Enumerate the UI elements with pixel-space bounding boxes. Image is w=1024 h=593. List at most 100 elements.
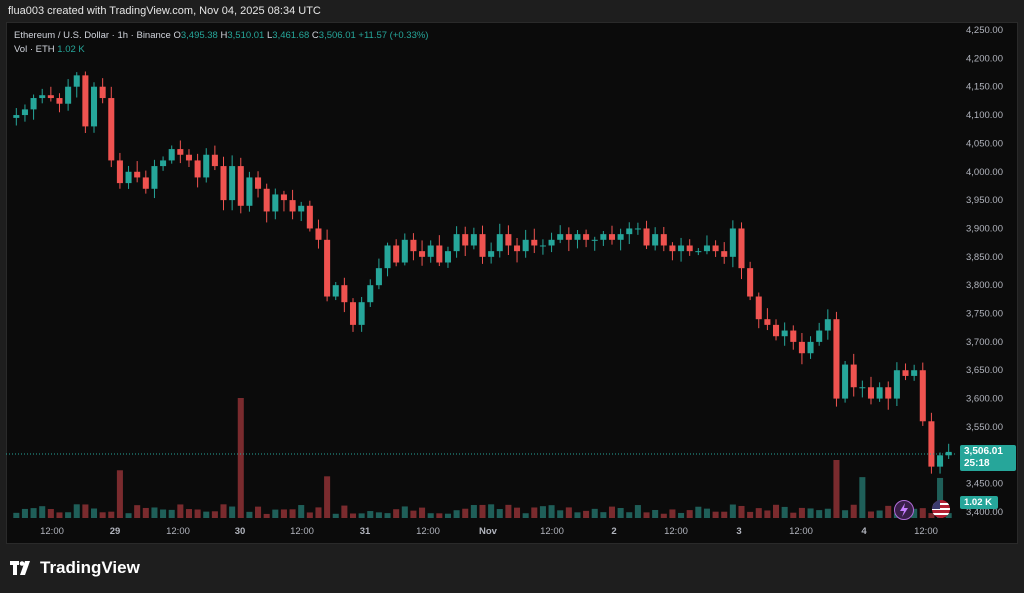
price-tick-label: 3,450.00	[966, 479, 1003, 490]
candle-body	[608, 234, 616, 240]
volume-bar	[885, 505, 892, 518]
volume-bar	[73, 504, 80, 518]
volume-bar	[807, 508, 814, 518]
candle-body	[272, 194, 279, 212]
candle-body	[116, 160, 123, 184]
bar-countdown: 25:18	[964, 458, 990, 469]
legend-ohlc: Ethereum / U.S. Dollar · 1h · Binance O3…	[14, 30, 428, 41]
volume-bar	[945, 513, 952, 518]
time-tick-label: 12:00	[40, 526, 64, 537]
candle-body	[738, 228, 745, 269]
volume-bar	[608, 506, 616, 518]
candle-body	[246, 177, 253, 206]
volume-bar	[30, 508, 37, 518]
volume-bar	[220, 504, 227, 518]
chart-panel[interactable]	[6, 22, 1018, 544]
volume-bar	[194, 509, 201, 518]
volume-bar	[496, 509, 503, 518]
price-tick-label: 3,600.00	[966, 394, 1003, 405]
volume-bar	[444, 513, 451, 518]
candle-body	[686, 245, 693, 252]
volume-bar	[280, 509, 287, 518]
volume-bar	[21, 508, 28, 518]
volume-bar	[755, 508, 762, 518]
candle-body	[220, 166, 227, 201]
volume-bar	[548, 505, 555, 518]
candle-body	[919, 370, 926, 422]
volume-bar	[237, 398, 244, 518]
lightning-icon[interactable]	[894, 500, 914, 520]
candle-body	[729, 228, 736, 257]
volume-bar	[842, 510, 849, 518]
candle-body	[21, 109, 28, 116]
time-tick-label: Nov	[479, 526, 498, 537]
volume-bar	[393, 509, 400, 518]
candle-body	[712, 245, 719, 252]
volume-bar	[781, 506, 788, 518]
time-tick-label: 12:00	[166, 526, 190, 537]
high-value: 3,510.01	[227, 30, 265, 41]
volume-bar	[824, 508, 831, 518]
volume-bar	[306, 512, 313, 518]
time-tick-label: 29	[110, 526, 121, 537]
price-tick-label: 4,200.00	[966, 53, 1003, 64]
volume-bar	[729, 504, 736, 518]
candle-body	[479, 234, 486, 257]
candle-body	[652, 234, 659, 246]
volume-bar	[539, 506, 546, 518]
candle-body	[807, 341, 814, 354]
candle-body	[790, 330, 797, 342]
volume-bar	[565, 507, 572, 518]
legend-volume: Vol · ETH 1.02 K	[14, 44, 85, 55]
candle-body	[539, 245, 546, 247]
volume-bar	[747, 511, 754, 518]
volume-bar	[436, 513, 443, 518]
candle-body	[470, 234, 477, 246]
volume-bar	[47, 509, 54, 518]
price-tick-label: 4,050.00	[966, 138, 1003, 149]
candle-body	[928, 421, 935, 467]
us-flag-icon[interactable]	[932, 500, 950, 518]
candle-body	[211, 154, 218, 167]
candle-body	[168, 149, 175, 161]
volume-bar	[211, 511, 218, 518]
candle-body	[125, 171, 132, 184]
volume-bar	[557, 510, 564, 518]
volume-bar	[151, 507, 158, 518]
candle-body	[496, 234, 503, 252]
volume-bar	[669, 509, 676, 518]
candle-body	[522, 239, 529, 252]
candle-body	[583, 234, 590, 240]
tradingview-logo[interactable]: TradingView	[10, 558, 140, 578]
low-value: 3,461.68	[272, 30, 310, 41]
volume-bar	[764, 510, 771, 518]
volume-bar	[56, 512, 63, 518]
candle-body	[332, 285, 339, 297]
candle-body	[56, 98, 63, 104]
price-tick-label: 4,150.00	[966, 82, 1003, 93]
candle-body	[203, 154, 210, 178]
volume-bar	[90, 508, 98, 518]
candle-body	[842, 364, 849, 399]
last-volume-tag: 1.02 K	[960, 496, 998, 509]
candle-body	[617, 234, 624, 240]
volume-bar	[332, 513, 339, 518]
open-label: O	[173, 30, 181, 41]
time-tick-label: 12:00	[290, 526, 314, 537]
candle-body	[557, 234, 564, 240]
candle-body	[255, 177, 262, 189]
volume-bar	[876, 510, 883, 518]
volume-bar	[634, 505, 641, 518]
volume-bar	[246, 511, 253, 518]
time-tick-label: 2	[611, 526, 616, 537]
time-tick-label: 12:00	[664, 526, 688, 537]
candle-body	[177, 149, 184, 155]
volume-bar	[928, 513, 935, 518]
volume-bar	[721, 511, 728, 518]
time-tick-label: 12:00	[914, 526, 938, 537]
volume-bar	[514, 507, 521, 518]
volume-bar	[600, 512, 607, 518]
price-tick-label: 3,700.00	[966, 337, 1003, 348]
candle-body	[626, 228, 633, 235]
